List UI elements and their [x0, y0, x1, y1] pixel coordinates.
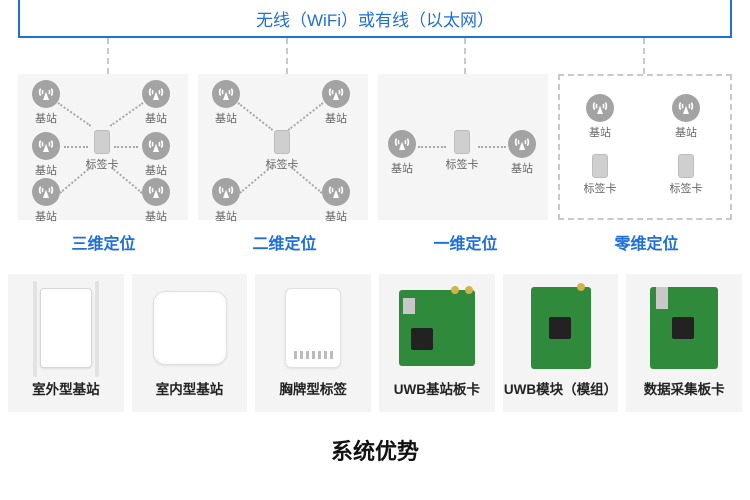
station-node: 基站 [28, 178, 64, 224]
station-label: 基站 [511, 160, 533, 176]
connector-line [464, 38, 466, 74]
antenna-icon [32, 132, 60, 160]
tag-label: 标签卡 [670, 180, 703, 196]
station-node: 基站 [318, 178, 354, 224]
connector-row [18, 38, 732, 74]
station-label: 基站 [391, 160, 413, 176]
antenna-icon [142, 178, 170, 206]
caption-2d: 二维定位 [199, 230, 370, 254]
product-image [640, 282, 728, 374]
station-node: 基站 [28, 80, 64, 126]
tag-node: 标签卡 [444, 130, 480, 172]
network-header-text: 无线（WiFi）或有线（以太网） [256, 6, 494, 31]
product-card: UWB模块（模组） [503, 274, 619, 412]
link-line [478, 146, 506, 148]
antenna-icon [212, 178, 240, 206]
station-node: 基站 [582, 94, 618, 140]
station-node: 基站 [138, 178, 174, 224]
station-label: 基站 [215, 208, 237, 224]
product-image [517, 282, 605, 374]
tag-node: 标签卡 [668, 154, 704, 196]
section-title: 系统优势 [0, 434, 750, 466]
positioning-panels: 基站基站基站基站基站基站标签卡 基站基站基站基站标签卡 基站基站标签卡 基站基站… [18, 74, 732, 220]
tag-icon [94, 130, 110, 154]
station-label: 基站 [145, 208, 167, 224]
station-node: 基站 [138, 132, 174, 178]
station-node: 基站 [208, 178, 244, 224]
station-label: 基站 [35, 110, 57, 126]
station-node: 基站 [208, 80, 244, 126]
tag-label: 标签卡 [86, 156, 119, 172]
caption-0d: 零维定位 [561, 230, 732, 254]
product-image [269, 282, 357, 374]
panel-0d: 基站 基站标签卡 标签卡 [558, 74, 732, 220]
antenna-icon [586, 94, 614, 122]
antenna-icon [32, 178, 60, 206]
product-image [393, 282, 481, 374]
panel-2d: 基站基站基站基站标签卡 [198, 74, 368, 220]
station-label: 基站 [145, 110, 167, 126]
station-label: 基站 [589, 124, 611, 140]
station-node: 基站 [384, 130, 420, 176]
station-label: 基站 [145, 162, 167, 178]
product-label: 室外型基站 [32, 378, 100, 398]
product-label: 胸牌型标签 [279, 378, 347, 398]
tag-label: 标签卡 [446, 156, 479, 172]
connector-line [643, 38, 645, 74]
station-node: 基站 [318, 80, 354, 126]
caption-3d: 三维定位 [18, 230, 189, 254]
product-label: UWB模块（模组） [504, 378, 617, 398]
tag-label: 标签卡 [266, 156, 299, 172]
product-card: UWB基站板卡 [379, 274, 495, 412]
product-image [22, 282, 110, 374]
link-line [418, 146, 446, 148]
product-label: 数据采集板卡 [644, 378, 725, 398]
station-label: 基站 [325, 208, 347, 224]
station-label: 基站 [215, 110, 237, 126]
tag-icon [274, 130, 290, 154]
antenna-icon [388, 130, 416, 158]
connector-line [107, 38, 109, 74]
tag-icon [454, 130, 470, 154]
tag-label: 标签卡 [584, 180, 617, 196]
tag-icon [592, 154, 608, 178]
tag-icon [678, 154, 694, 178]
station-node: 基站 [668, 94, 704, 140]
antenna-icon [212, 80, 240, 108]
product-card: 室外型基站 [8, 274, 124, 412]
product-card: 室内型基站 [132, 274, 248, 412]
antenna-icon [142, 132, 170, 160]
network-header: 无线（WiFi）或有线（以太网） [18, 0, 732, 38]
antenna-icon [142, 80, 170, 108]
caption-1d: 一维定位 [380, 230, 551, 254]
tag-node: 标签卡 [582, 154, 618, 196]
station-node: 基站 [138, 80, 174, 126]
station-label: 基站 [35, 162, 57, 178]
tag-node: 标签卡 [264, 130, 300, 172]
station-label: 基站 [325, 110, 347, 126]
panel-3d: 基站基站基站基站基站基站标签卡 [18, 74, 188, 220]
antenna-icon [32, 80, 60, 108]
product-image [146, 282, 234, 374]
antenna-icon [672, 94, 700, 122]
antenna-icon [322, 178, 350, 206]
station-label: 基站 [35, 208, 57, 224]
positioning-captions: 三维定位 二维定位 一维定位 零维定位 [18, 230, 732, 254]
antenna-icon [322, 80, 350, 108]
panel-1d: 基站 基站 标签卡 [378, 74, 548, 220]
station-node: 基站 [504, 130, 540, 176]
tag-node: 标签卡 [84, 130, 120, 172]
station-label: 基站 [675, 124, 697, 140]
products-row: 室外型基站 室内型基站 胸牌型标签 UWB基站板卡 UWB模块（模组） 数据采集板卡 [8, 274, 742, 412]
product-label: UWB基站板卡 [394, 378, 480, 398]
antenna-icon [508, 130, 536, 158]
product-label: 室内型基站 [156, 378, 224, 398]
product-card: 数据采集板卡 [626, 274, 742, 412]
product-card: 胸牌型标签 [255, 274, 371, 412]
station-node: 基站 [28, 132, 64, 178]
connector-line [286, 38, 288, 74]
